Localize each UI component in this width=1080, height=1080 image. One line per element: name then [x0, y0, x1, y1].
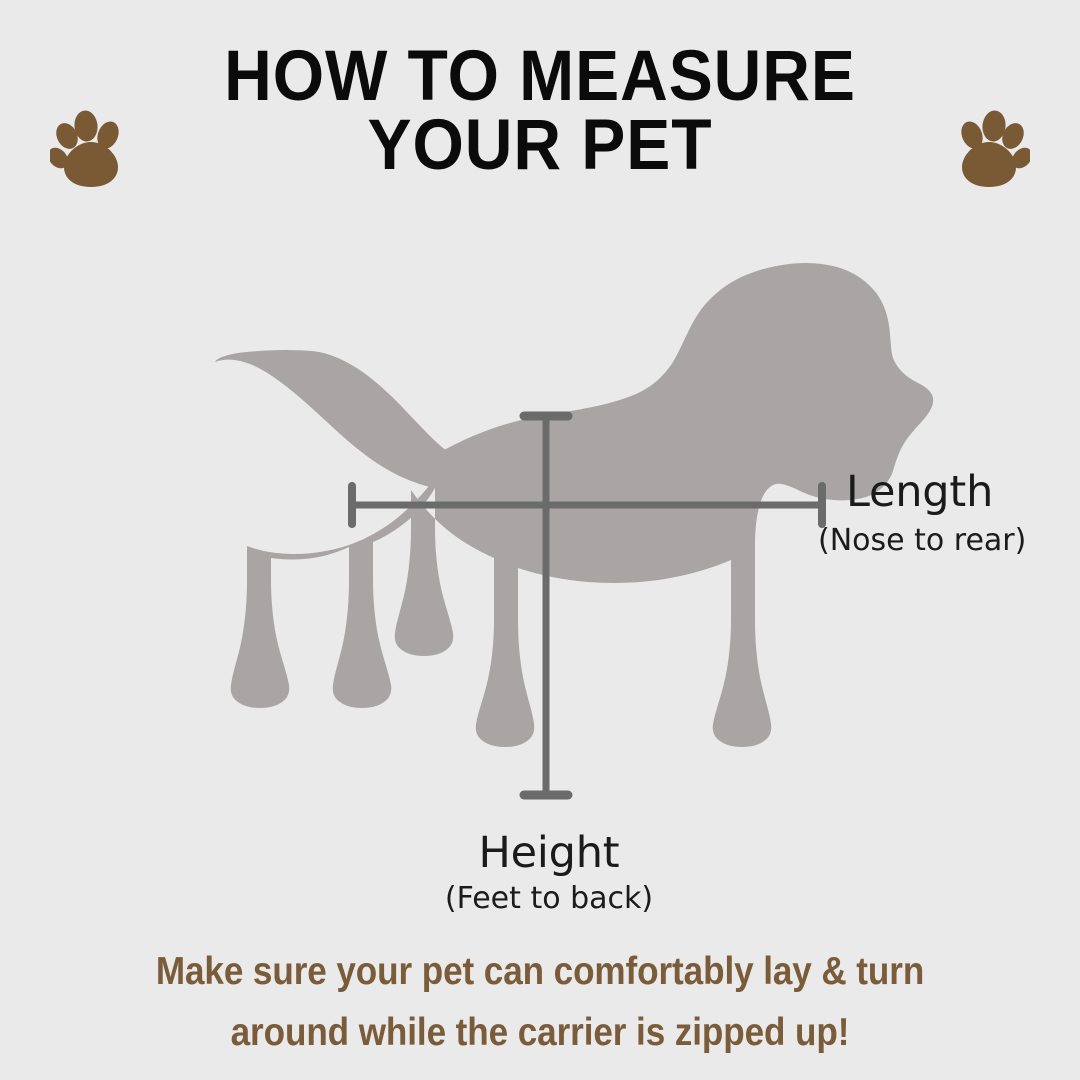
height-label: Height: [478, 828, 620, 878]
paw-print-icon: [50, 110, 119, 187]
height-sublabel: (Feet to back): [444, 881, 654, 916]
title-line-2: YOUR PET: [367, 105, 713, 185]
title-line-1: HOW TO MEASURE: [224, 37, 856, 116]
footer-line-1: Make sure your pet can comfortably lay &…: [155, 950, 925, 993]
footer-note: Make sure your pet can comfortably lay &…: [0, 952, 1080, 1052]
page-title: HOW TO MEASURE YOUR PET: [0, 37, 1080, 185]
dog-measurement-illustration: [0, 190, 1080, 930]
length-sublabel: (Nose to rear): [818, 523, 1027, 558]
height-measurement-line: [519, 411, 573, 800]
footer-line-2: around while the carrier is zipped up!: [230, 1011, 850, 1054]
header: HOW TO MEASURE YOUR PET: [0, 37, 1080, 194]
length-measurement-line: [348, 482, 826, 528]
paw-print-icon: [961, 110, 1030, 187]
length-label: Length: [846, 467, 994, 517]
